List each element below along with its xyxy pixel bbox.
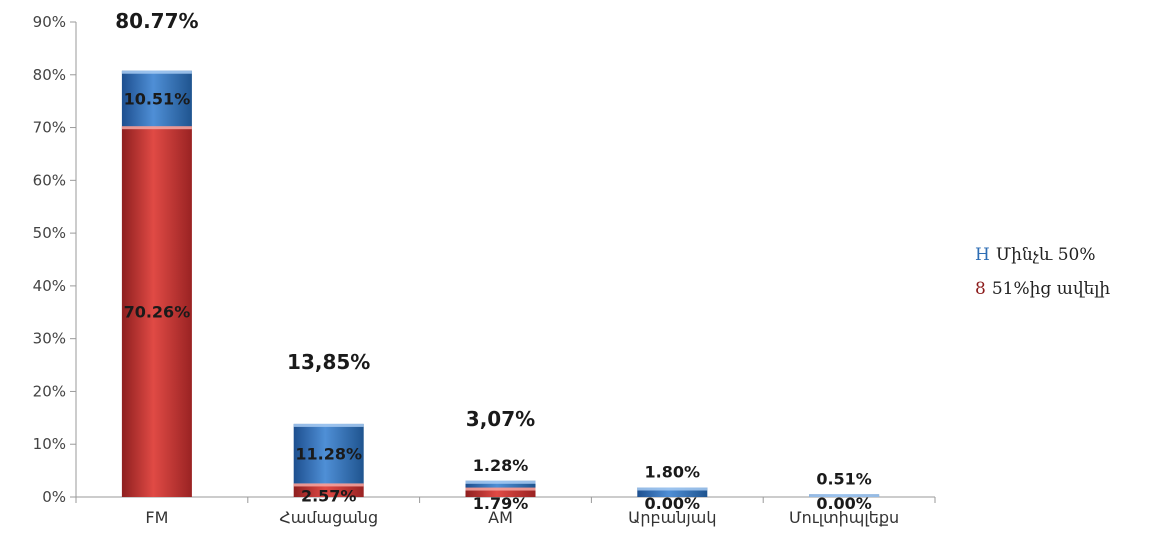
data-label-up-to-50: 1.28% xyxy=(473,456,529,475)
data-labels: 70.26% 10.51% 80.77% 2.57% 11.28% 13,85% 1.79%… xyxy=(115,9,872,513)
bar-segment xyxy=(465,480,536,488)
bar-segment-highlight xyxy=(293,423,364,427)
bar-segment-highlight xyxy=(465,480,536,484)
bar-segment-highlight xyxy=(809,494,880,497)
data-label-total: 3,07% xyxy=(466,407,535,431)
data-label-over-51: 0.00% xyxy=(645,494,701,513)
y-tick-label: 0% xyxy=(42,488,66,506)
x-category-label: FM xyxy=(145,508,168,527)
data-label-up-to-50: 1.80% xyxy=(645,463,701,482)
bar-segment xyxy=(121,126,192,497)
legend-item-over-51: 8 51%ից ավելի xyxy=(975,279,1110,299)
data-label-over-51: 0.00% xyxy=(816,494,872,513)
legend-marker-blue: H xyxy=(975,245,990,265)
x-category-label: AM xyxy=(488,508,513,527)
bar-segment xyxy=(293,423,364,484)
data-label-over-51: 2.57% xyxy=(301,486,357,505)
bars xyxy=(121,70,880,497)
x-category-label: Մուլտիպլեքս xyxy=(789,508,899,527)
bar-segment xyxy=(637,487,708,497)
y-tick-label: 80% xyxy=(33,66,66,84)
x-category-label: Արբանյակ xyxy=(628,508,716,527)
data-label-total: 80.77% xyxy=(115,9,198,33)
bar-segment-highlight xyxy=(121,70,192,74)
y-tick-label: 40% xyxy=(33,277,66,295)
legend-item-up-to-50: H Մինչև 50% xyxy=(975,245,1110,265)
legend-label: 51%ից ավելի xyxy=(991,279,1111,299)
y-tick-label: 50% xyxy=(33,224,66,242)
y-tick-label: 10% xyxy=(33,435,66,453)
x-category-label: Համացանց xyxy=(279,508,378,527)
data-label-up-to-50: 10.51% xyxy=(124,89,191,108)
data-label-over-51: 70.26% xyxy=(124,303,191,322)
bar-segment-highlight xyxy=(465,487,536,491)
axes: 0% 10% 20% 30% 40% 50% 60% 70% 80% 90% FM Համացանց A… xyxy=(33,13,936,527)
bar-segment-highlight xyxy=(293,483,364,487)
y-tick-label: 60% xyxy=(33,171,66,189)
bar-segment-highlight xyxy=(637,487,708,491)
bar-segment-highlight xyxy=(121,126,192,130)
bar-segment xyxy=(293,483,364,497)
legend-marker-red: 8 xyxy=(975,279,986,299)
y-tick-label: 20% xyxy=(33,382,66,400)
data-label-over-51: 1.79% xyxy=(473,494,529,513)
y-tick-label: 70% xyxy=(33,119,66,137)
y-tick-label: 30% xyxy=(33,330,66,348)
bar-segment xyxy=(465,487,536,497)
bar-segment xyxy=(121,70,192,127)
data-label-up-to-50: 11.28% xyxy=(295,445,362,464)
legend-label: Մինչև 50% xyxy=(995,245,1096,265)
y-tick-label: 90% xyxy=(33,13,66,31)
data-label-total: 13,85% xyxy=(287,350,370,374)
data-label-up-to-50: 0.51% xyxy=(816,469,872,488)
legend: H Մինչև 50% 8 51%ից ավելի xyxy=(975,245,1110,313)
